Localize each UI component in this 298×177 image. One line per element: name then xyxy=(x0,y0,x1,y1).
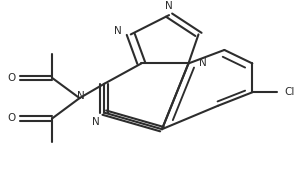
Text: Cl: Cl xyxy=(285,87,295,97)
Text: N: N xyxy=(114,26,121,36)
Text: N: N xyxy=(91,117,99,127)
Text: O: O xyxy=(7,113,16,123)
Text: N: N xyxy=(77,91,85,101)
Text: N: N xyxy=(199,58,207,68)
Text: O: O xyxy=(7,73,16,83)
Text: N: N xyxy=(165,1,173,11)
